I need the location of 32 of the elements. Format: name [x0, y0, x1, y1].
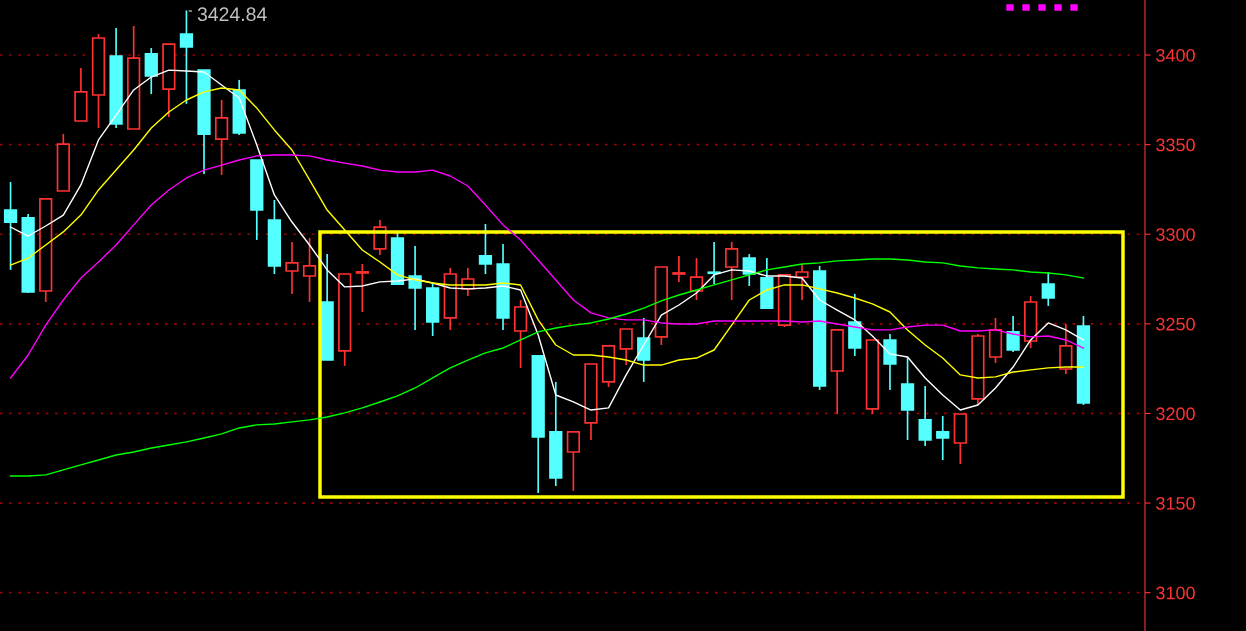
line-series — [9, 154, 1085, 379]
candlestick — [1059, 323, 1073, 375]
candlestick — [707, 241, 721, 285]
candlestick — [725, 241, 739, 301]
candlestick — [3, 181, 18, 271]
candlestick — [795, 263, 809, 301]
candlestick — [742, 253, 756, 287]
y-tick-label: 3400 — [1156, 48, 1195, 62]
candlestick — [566, 431, 581, 492]
candlestick — [408, 245, 422, 331]
candlestick — [1041, 271, 1055, 307]
candlestick — [285, 241, 299, 295]
candlestick — [619, 328, 633, 366]
y-tick-label: 3250 — [1156, 317, 1195, 331]
y-tick-label: 3150 — [1156, 496, 1195, 510]
candlestick — [179, 9, 194, 105]
annotation: 3424.84 — [197, 7, 267, 22]
candlestick — [637, 317, 651, 383]
y-tick-label: 3350 — [1156, 138, 1195, 152]
y-tick-label: 3200 — [1156, 407, 1195, 421]
candlestick — [672, 255, 686, 283]
y-tick-label: 3100 — [1156, 586, 1195, 600]
candlestick — [355, 263, 369, 313]
y-tick-label: 3300 — [1156, 228, 1195, 241]
candlestick — [936, 415, 950, 461]
candlestick — [144, 47, 158, 95]
candlestick — [918, 385, 932, 447]
candlestick — [478, 223, 493, 275]
candlestick — [214, 99, 229, 176]
candlestick — [302, 237, 317, 303]
candlestick — [1006, 315, 1020, 353]
line-series — [9, 258, 1085, 477]
